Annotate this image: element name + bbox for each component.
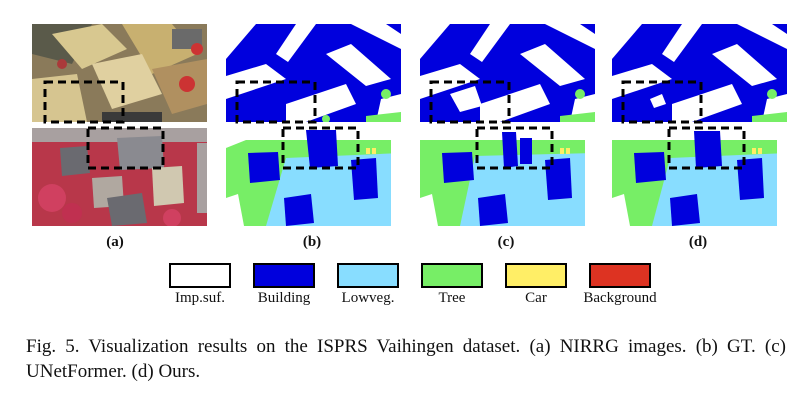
panel-label-c: (c) — [497, 234, 515, 250]
gt-segmentation-top — [226, 24, 401, 122]
highlight-boxes — [43, 80, 746, 170]
highlight-box — [667, 126, 746, 170]
panel-label-b: (b) — [302, 234, 322, 250]
legend-item-lowveg: Lowveg. — [328, 263, 408, 307]
legend-swatch — [505, 263, 567, 288]
gt-segmentation-bottom — [226, 128, 401, 226]
legend-swatch — [337, 263, 399, 288]
legend-item-building: Building — [244, 263, 324, 307]
highlight-box — [235, 80, 317, 124]
highlight-box — [86, 126, 165, 170]
legend-swatch — [253, 263, 315, 288]
legend-label: Tree — [438, 290, 466, 306]
ours-result-top — [612, 24, 787, 122]
highlight-box — [429, 80, 511, 124]
unetformer-result-bottom — [420, 128, 595, 226]
legend-item-car: Car — [496, 263, 576, 307]
figure: (a) (b) (c) (d) Imp.suf. Building Lowveg… — [32, 24, 787, 313]
legend-swatch — [589, 263, 651, 288]
legend-label: Background — [583, 290, 657, 306]
highlight-box — [43, 80, 125, 124]
legend-item-tree: Tree — [412, 263, 492, 307]
legend-label: Car — [525, 290, 547, 306]
legend: Imp.suf. Building Lowveg. Tree Car Backg… — [160, 263, 660, 313]
highlight-box — [621, 80, 703, 124]
legend-swatch — [421, 263, 483, 288]
legend-swatch — [169, 263, 231, 288]
nirrg-image-bottom — [32, 128, 207, 226]
unetformer-result-top — [420, 24, 595, 122]
highlight-box — [475, 126, 554, 170]
legend-item-background: Background — [580, 263, 660, 307]
legend-label: Lowveg. — [341, 290, 395, 306]
legend-label: Building — [257, 290, 311, 306]
legend-label: Imp.suf. — [175, 290, 225, 306]
highlight-box — [281, 126, 360, 170]
ours-result-bottom — [612, 128, 787, 226]
panel-label-a: (a) — [106, 234, 124, 250]
figure-caption: Fig. 5. Visualization results on the ISP… — [26, 336, 786, 382]
legend-item-imp-surf: Imp.suf. — [160, 263, 240, 307]
panel-label-d: (d) — [688, 234, 708, 250]
